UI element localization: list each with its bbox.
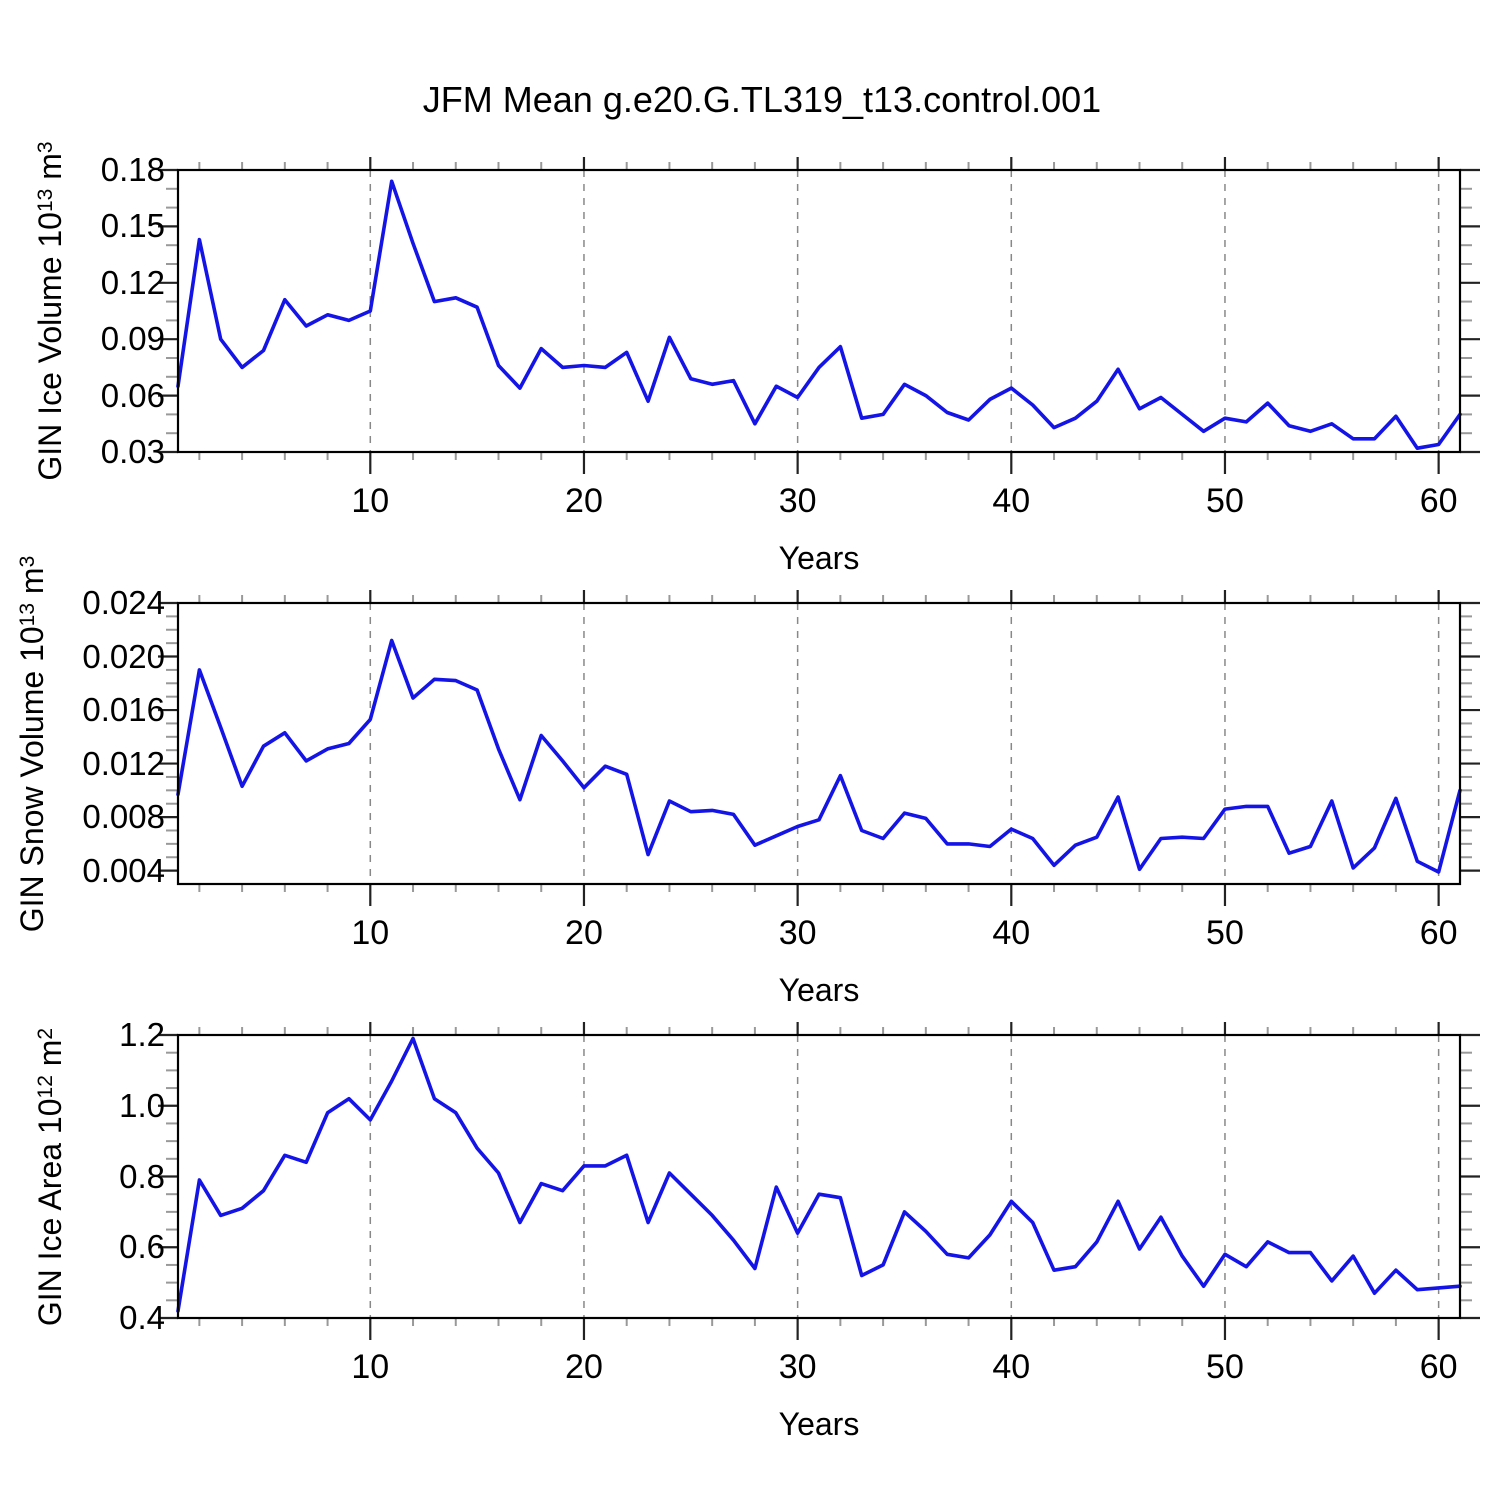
- x-tick-label: 20: [565, 482, 603, 520]
- y-axis-title-superscript: 13: [16, 602, 39, 626]
- panel-border: [176, 168, 1462, 454]
- x-tick-label: 60: [1419, 914, 1458, 952]
- y-axis-title-superscript: 13: [34, 188, 57, 213]
- panel-border: [176, 601, 1462, 886]
- y-axis-title-text: m: [14, 566, 50, 603]
- y-tick-label: 0.12: [100, 263, 165, 301]
- x-tick-label: 10: [351, 1348, 390, 1386]
- y-axis-title-text: GIN Snow Volume 10: [14, 625, 50, 932]
- y-tick-label: 0.020: [82, 637, 165, 675]
- x-tick-label: 40: [992, 914, 1031, 952]
- x-tick-label: 60: [1419, 1348, 1458, 1386]
- y-tick-label: 0.15: [100, 207, 165, 245]
- y-tick-label: 0.09: [100, 320, 165, 358]
- x-tick-label: 30: [778, 482, 817, 520]
- y-tick-label: 0.06: [100, 376, 165, 414]
- x-tick-label: 60: [1419, 482, 1458, 520]
- x-tick-label: 50: [1206, 914, 1244, 952]
- panel-border: [176, 1033, 1462, 1320]
- y-tick-label: 0.016: [82, 691, 165, 729]
- x-axis-title: Years: [778, 1406, 860, 1442]
- x-tick-label: 40: [992, 1348, 1031, 1386]
- y-axis-title: GIN Ice Area 1012 m2: [26, 917, 68, 1437]
- y-tick-label: 0.8: [119, 1157, 165, 1195]
- x-tick-label: 20: [565, 1348, 603, 1386]
- y-tick-label: 0.012: [82, 744, 165, 782]
- x-axis-title: Years: [778, 540, 860, 576]
- data-line: [176, 179, 1462, 451]
- y-tick-label: 0.008: [82, 798, 165, 836]
- chart-title: JFM Mean g.e20.G.TL319_t13.control.001: [422, 79, 1102, 120]
- y-tick-label: 0.004: [82, 851, 165, 889]
- x-tick-label: 30: [778, 1348, 817, 1386]
- y-axis-title-superscript: 3: [34, 141, 57, 154]
- y-tick-label: 0.4: [119, 1299, 165, 1336]
- data-line: [176, 1036, 1462, 1313]
- x-tick-label: 40: [992, 482, 1031, 520]
- y-tick-label: 0.6: [119, 1228, 165, 1266]
- data-line: [176, 638, 1462, 874]
- y-axis-title-text: GIN Ice Area 10: [32, 1097, 68, 1326]
- y-tick-label: 0.024: [82, 584, 165, 621]
- y-tick-label: 0.03: [100, 433, 165, 470]
- x-tick-label: 30: [778, 914, 817, 952]
- y-axis-title-text: m: [32, 153, 68, 189]
- y-tick-label: 0.18: [100, 151, 165, 188]
- y-axis-title-text: GIN Ice Volume 10: [32, 212, 68, 481]
- x-tick-label: 20: [565, 914, 603, 952]
- y-tick-label: 1.0: [119, 1086, 165, 1124]
- y-axis-title-superscript: 12: [34, 1074, 57, 1098]
- x-tick-label: 50: [1206, 482, 1244, 520]
- y-axis-title-text: m: [32, 1039, 68, 1075]
- x-tick-label: 50: [1206, 1348, 1244, 1386]
- y-axis-title-superscript: 3: [16, 555, 39, 567]
- y-tick-label: 1.2: [119, 1016, 165, 1053]
- x-tick-label: 10: [351, 914, 390, 952]
- x-axis-title: Years: [778, 972, 860, 1008]
- x-tick-label: 10: [351, 482, 390, 520]
- y-axis-title-superscript: 2: [34, 1027, 57, 1040]
